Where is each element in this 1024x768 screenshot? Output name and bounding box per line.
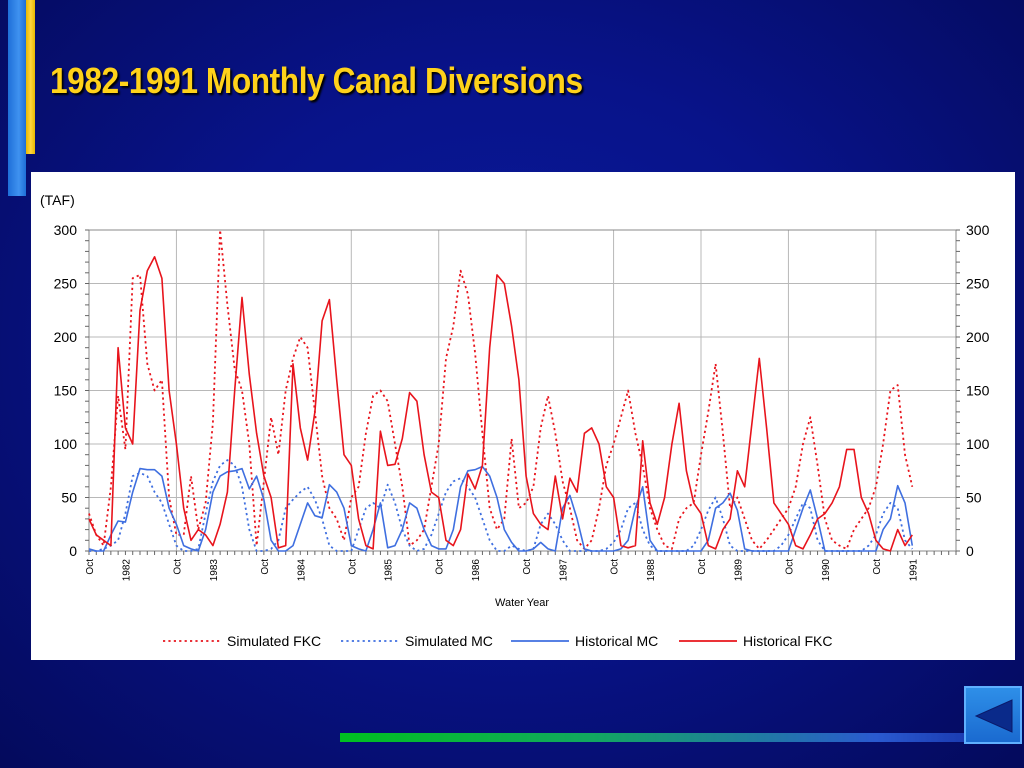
accent-bar-gold [26,0,35,154]
legend-label: Simulated FKC [227,633,321,649]
y-tick-label-right: 250 [966,276,990,292]
y-tick-label-right: 200 [966,329,990,345]
y-tick-label-left: 50 [61,490,77,506]
x-tick-label: 1986 [471,559,482,582]
y-tick-label-left: 250 [54,276,78,292]
grid-lines [88,229,957,552]
y-tick-label-right: 0 [966,543,974,559]
series-layer [88,229,914,552]
x-tick-label: Oct [610,559,621,575]
x-tick-label: Oct [260,559,271,575]
x-tick-label: Oct [172,559,183,575]
y-tick-label-left: 150 [54,383,78,399]
y-tick-label-left: 0 [69,543,77,559]
x-tick-label: 1991 [908,559,919,582]
back-button[interactable] [964,686,1022,744]
x-tick-label: 1983 [209,559,220,582]
x-tick-label: Oct [435,559,446,575]
legend-label: Simulated MC [405,633,493,649]
x-tick-label: 1982 [121,559,132,582]
unit-label: (TAF) [40,192,75,208]
y-axis-right: 0 50 100 150 200 250 300 [956,222,990,559]
slide-title: 1982-1991 Monthly Canal Diversions [50,60,583,101]
legend-label: Historical MC [575,633,658,649]
x-tick-label: Oct [85,559,96,575]
legend-label: Historical FKC [743,633,832,649]
x-tick-label: Oct [522,559,533,575]
x-axis-label: Water Year [495,597,549,609]
line-chart: (TAF) Water Year 0 50 100 150 200 250 300 0 50 1… [40,192,990,649]
legend: Simulated FKC Simulated MC Historical MC Hi… [163,633,832,649]
y-tick-label-right: 150 [966,383,990,399]
series-line-historical-fkc [88,256,913,552]
y-tick-label-left: 200 [54,329,78,345]
series-line-historical-mc [88,465,914,552]
y-tick-label-right: 50 [966,490,982,506]
series-line-simulated-fkc [88,229,914,550]
x-tick-label: Oct [347,559,358,575]
y-tick-label-left: 100 [54,436,78,452]
accent-bar-blue [8,0,26,196]
x-tick-label: 1987 [559,559,570,582]
x-tick-label: 1989 [733,559,744,582]
x-axis: Oct 1982 Oct 1983 Oct 1984 Oct 1985 Oct 1986 Oct 19… [85,551,957,582]
x-tick-label: 1985 [384,559,395,582]
y-tick-label-right: 300 [966,222,990,238]
y-axis-left: 0 50 100 150 200 250 300 [54,222,89,559]
bottom-gradient-line [340,733,970,742]
back-arrow-icon [974,699,1013,733]
x-tick-label: Oct [784,559,795,575]
y-tick-label-right: 100 [966,436,990,452]
chart-panel: (TAF) Water Year 0 50 100 150 200 250 300 0 50 1… [31,172,1015,660]
x-tick-label: 1984 [296,559,307,582]
x-tick-label: 1988 [646,559,657,582]
x-tick-label: 1990 [821,559,832,582]
x-tick-label: Oct [697,559,708,575]
y-tick-label-left: 300 [54,222,78,238]
x-tick-label: Oct [872,559,883,575]
